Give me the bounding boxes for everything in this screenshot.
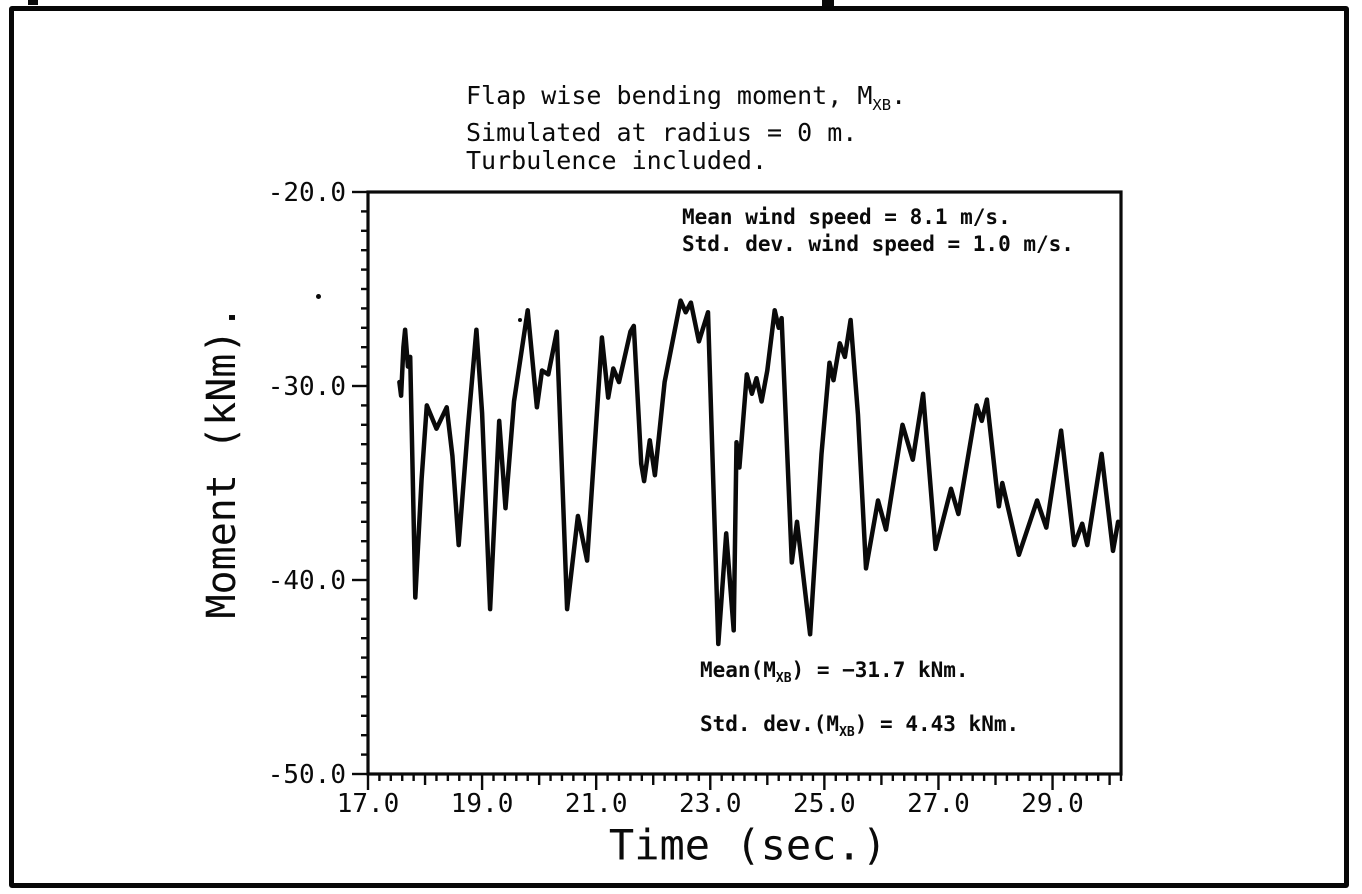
y-axis-label: Moment (kNm).: [199, 305, 245, 619]
x-tick-label: 17.0: [337, 789, 400, 819]
subscript-xb: XB: [872, 96, 892, 114]
tick-labels: 17.0 19.0 21.0 23.0 25.0 27.0 29.0 -20.0 -30.0 -4…: [268, 178, 1084, 819]
scan-speck: [316, 294, 321, 299]
x-tick-label: 29.0: [1021, 789, 1084, 819]
x-tick-label: 27.0: [907, 789, 970, 819]
chart-title: Flap wise bending moment, MXB. Simulated…: [466, 82, 906, 175]
figure-border-frame: [9, 6, 1349, 888]
axis-ticks: [352, 190, 1123, 790]
subscript-xb: XB: [839, 725, 855, 741]
scan-speck: [822, 0, 834, 6]
x-tick-label: 23.0: [679, 789, 742, 819]
wind-speed-annotation: Mean wind speed = 8.1 m/s. Std. dev. win…: [682, 204, 1074, 258]
chart-title-line3: Turbulence included.: [466, 146, 768, 175]
mean-moment-annotation: Mean(MXB) = −31.7 kNm.: [700, 658, 969, 687]
mean-wind-speed-text: Mean wind speed = 8.1 m/s.: [682, 205, 1011, 229]
chart-title-line1: Flap wise bending moment, MXB.: [466, 81, 907, 115]
subscript-xb: XB: [775, 671, 792, 687]
plot-box: [366, 190, 1123, 776]
scan-speck: [518, 318, 522, 322]
x-tick-label: 19.0: [451, 789, 514, 819]
chart-title-line2: Simulated at radius = 0 m.: [466, 118, 858, 147]
y-tick-label: -20.0: [268, 178, 346, 208]
y-tick-label: -30.0: [268, 372, 346, 402]
moment-trace: [397, 298, 1121, 647]
std-dev-wind-speed-text: Std. dev. wind speed = 1.0 m/s.: [682, 232, 1074, 256]
x-tick-label: 25.0: [793, 789, 856, 819]
x-tick-label: 21.0: [565, 789, 628, 819]
y-tick-label: -50.0: [268, 760, 346, 790]
std-dev-moment-annotation: Std. dev.(MXB) = 4.43 kNm.: [700, 712, 1020, 741]
scan-speck: [28, 0, 38, 5]
x-axis-label: Time (sec.): [608, 820, 888, 870]
y-tick-label: -40.0: [268, 566, 346, 596]
